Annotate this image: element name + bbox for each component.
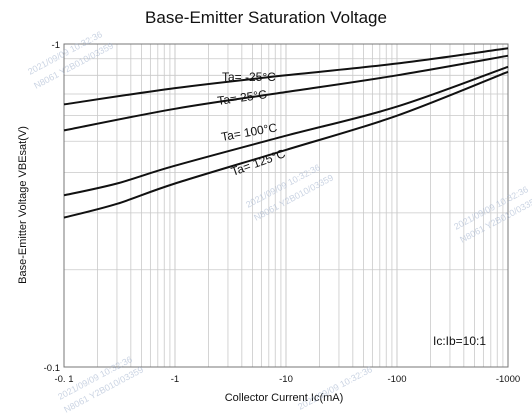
plot-frame: [63, 43, 509, 368]
x-tick-label: -0. 1: [54, 374, 73, 385]
watermark-text: 2021/09/09 10:32:36: [296, 364, 374, 412]
y-axis-label: Base-Emitter Voltage VBEsat(V): [17, 126, 29, 284]
series-label-neg25: Ta= -25°C: [222, 70, 276, 84]
x-tick-label: -100: [387, 374, 406, 385]
series-line-2: [63, 65, 509, 197]
x-tick-label: -1: [171, 374, 179, 385]
x-axis-label: Collector Current Ic(mA): [225, 392, 344, 404]
x-tick-label: -10: [279, 374, 293, 385]
y-tick-label: -0.1: [44, 363, 60, 374]
series-label-125: Ta= 125°C: [229, 146, 287, 179]
series-lines: [63, 47, 509, 219]
series-line-0: [63, 47, 509, 106]
chart-title: Base-Emitter Saturation Voltage: [145, 8, 387, 27]
series-line-3: [63, 70, 509, 219]
ratio-annotation: Ic:Ib=10:1: [433, 334, 486, 348]
y-tick-label: -1: [52, 40, 60, 51]
series-label-25: Ta= 25°C: [216, 87, 268, 108]
series-line-1: [63, 54, 509, 132]
tick-labels: -0. 1 -1 -10 -100 -1000 -1 -0.1: [44, 40, 521, 385]
x-tick-label: -1000: [496, 374, 520, 385]
